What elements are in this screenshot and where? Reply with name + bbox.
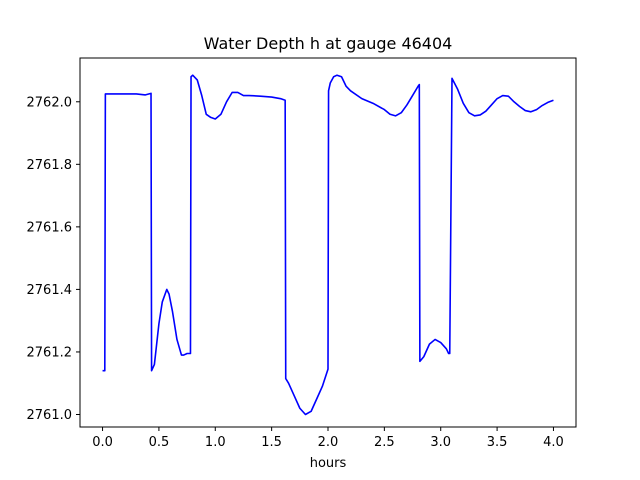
- y-tick-label: 2761.2: [27, 345, 73, 360]
- y-tick-label: 2762.0: [27, 95, 73, 110]
- series-line: [102, 74, 554, 416]
- x-tick-label: 2.5: [374, 435, 395, 450]
- x-tick-label: 3.5: [487, 435, 508, 450]
- x-tick-label: 4.0: [543, 435, 564, 450]
- y-tick-label: 2761.0: [27, 408, 73, 423]
- x-axis-label: hours: [310, 456, 347, 471]
- y-tick-label: 2761.4: [27, 283, 73, 298]
- x-tick-label: 2.0: [318, 435, 339, 450]
- x-tick-label: 0.0: [92, 435, 113, 450]
- x-tick-label: 1.5: [261, 435, 282, 450]
- chart-title: Water Depth h at gauge 46404: [204, 34, 453, 53]
- y-axis: 2761.0 2761.2 2761.4 2761.6 2761.8 2762.0: [27, 95, 80, 423]
- y-tick-label: 2761.8: [27, 158, 73, 173]
- x-tick-label: 1.0: [205, 435, 226, 450]
- x-tick-label: 3.0: [430, 435, 451, 450]
- y-tick-label: 2761.6: [27, 220, 73, 235]
- plot-area: [79, 57, 577, 428]
- x-tick-label: 0.5: [149, 435, 170, 450]
- x-axis: 0.0 0.5 1.0 1.5 2.0 2.5 3.0 3.5 4.0: [92, 427, 564, 450]
